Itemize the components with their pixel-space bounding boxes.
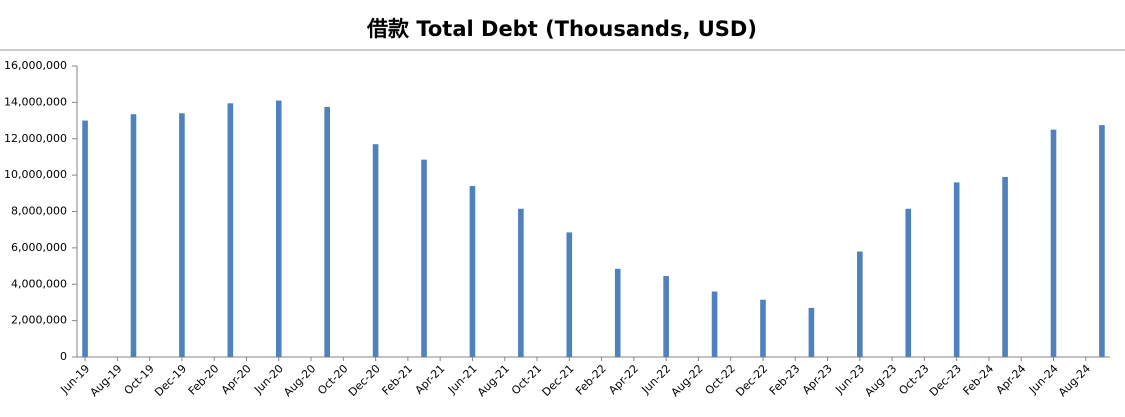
bar <box>711 291 718 357</box>
y-tick-label: 2,000,000 <box>11 314 67 327</box>
x-tick-label: Jun-22 <box>639 362 674 397</box>
x-tick-label: Aug-20 <box>281 362 318 399</box>
x-tick-label: Aug-21 <box>475 362 512 399</box>
x-tick-label: Feb-24 <box>961 362 997 398</box>
x-tick-label: Aug-19 <box>88 362 125 399</box>
x-tick-label: Apr-20 <box>219 362 254 397</box>
x-tick-label: Jun-23 <box>832 362 867 397</box>
bar <box>275 100 282 358</box>
x-tick-label: Oct-21 <box>509 362 544 397</box>
x-tick-label: Apr-24 <box>994 362 1029 397</box>
y-tick-label: 6,000,000 <box>11 241 67 254</box>
bar <box>566 232 573 357</box>
bar <box>130 114 137 358</box>
bar <box>1099 125 1105 357</box>
bar <box>953 182 960 357</box>
chart-title: 借款 Total Debt (Thousands, USD) <box>366 17 757 41</box>
x-tick-label: Apr-21 <box>413 362 448 397</box>
x-tick-label: Oct-20 <box>315 362 350 397</box>
x-tick-label: Dec-19 <box>152 362 189 399</box>
y-tick-label: 12,000,000 <box>4 132 67 145</box>
y-tick-label: 4,000,000 <box>11 277 67 290</box>
y-tick-label: 16,000,000 <box>4 59 67 72</box>
bar <box>421 159 427 357</box>
x-tick-label: Apr-22 <box>606 362 641 397</box>
x-tick-label: Oct-22 <box>703 362 738 397</box>
x-tick-label: Feb-20 <box>186 362 222 398</box>
x-tick-label: Aug-22 <box>669 362 706 399</box>
bar <box>760 299 766 357</box>
x-tick-label: Aug-23 <box>862 362 899 399</box>
bar <box>905 208 912 357</box>
x-tick-label: Dec-23 <box>927 362 964 399</box>
bar <box>857 251 863 357</box>
bar <box>808 307 815 357</box>
bar <box>82 120 88 357</box>
x-tick-label: Oct-23 <box>896 362 931 397</box>
bar <box>1050 129 1057 357</box>
y-tick-label: 14,000,000 <box>4 95 67 108</box>
x-tick-label: Jun-19 <box>58 362 93 397</box>
bar <box>372 144 379 357</box>
x-tick-label: Jun-20 <box>251 362 286 397</box>
bar <box>324 106 330 357</box>
x-tick-label: Feb-23 <box>767 362 803 398</box>
bar <box>663 276 669 357</box>
x-tick-label: Feb-22 <box>573 362 609 398</box>
x-tick-label: Aug-24 <box>1056 362 1093 399</box>
bar <box>469 186 476 357</box>
x-tick-label: Jun-21 <box>445 362 480 397</box>
x-tick-label: Dec-22 <box>733 362 770 399</box>
y-tick-label: 8,000,000 <box>11 205 67 218</box>
x-tick-label: Feb-21 <box>379 362 415 398</box>
bar <box>518 208 524 357</box>
y-tick-label: 10,000,000 <box>4 168 67 181</box>
x-tick-label: Apr-23 <box>800 362 835 397</box>
x-tick-label: Dec-20 <box>346 362 383 399</box>
x-tick-label: Jun-24 <box>1026 362 1061 397</box>
x-tick-label: Oct-19 <box>122 362 157 397</box>
bar <box>1002 176 1008 357</box>
bar <box>179 113 185 357</box>
bar <box>227 103 234 357</box>
bar <box>614 268 621 357</box>
x-tick-label: Dec-21 <box>540 362 577 399</box>
y-tick-label: 0 <box>60 350 67 363</box>
